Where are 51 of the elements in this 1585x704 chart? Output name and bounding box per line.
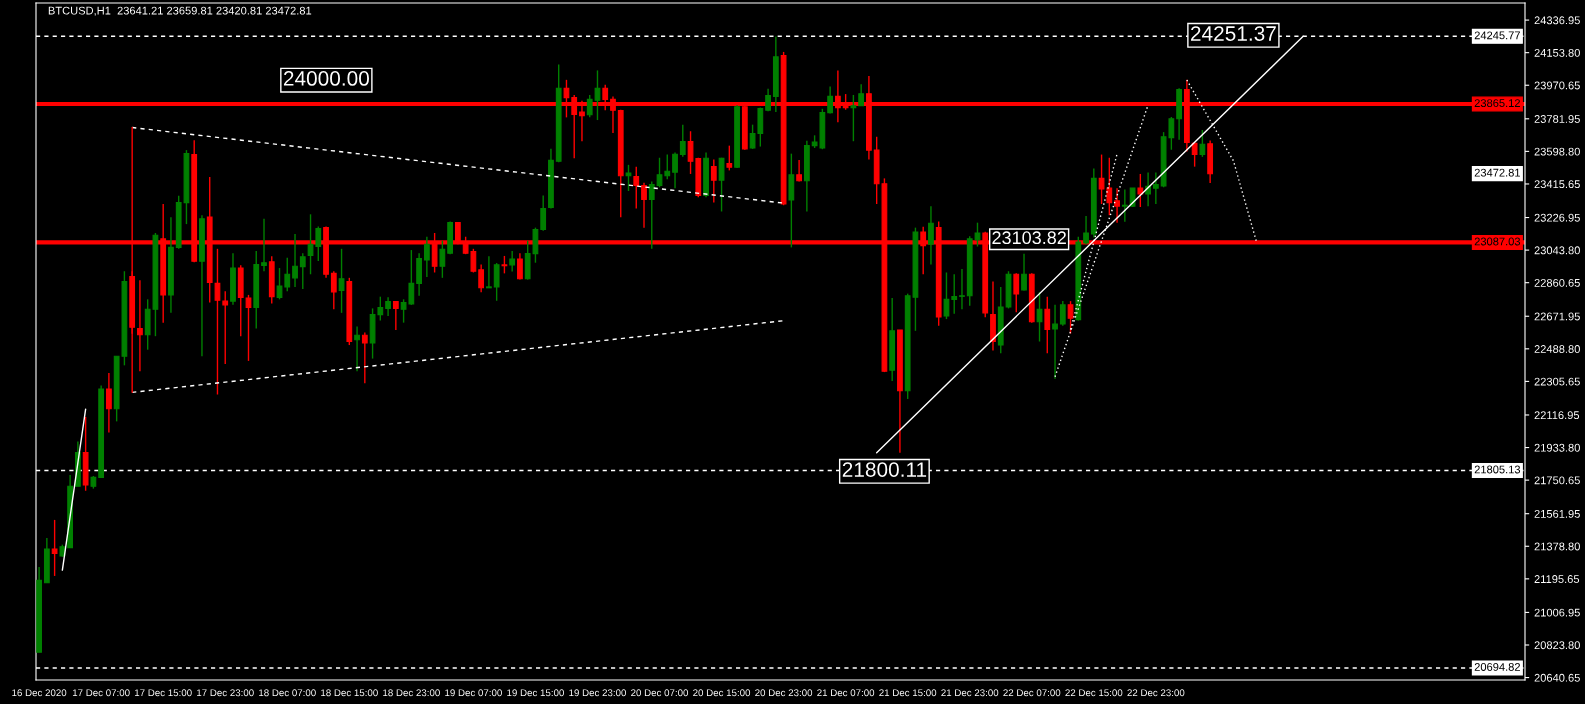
y-tick-label: 23043.80	[1534, 246, 1580, 255]
x-tick-label: 18 Dec 23:00	[383, 689, 440, 697]
y-tick-label: 21195.65	[1534, 575, 1580, 583]
ref-line-label: 20694.82	[1474, 663, 1520, 671]
x-tick-label: 21 Dec 07:00	[817, 689, 875, 697]
x-tick-label: 16 Dec 2020	[12, 689, 67, 697]
x-tick-label: 17 Dec 15:00	[135, 689, 192, 697]
annotation: 24000.00	[283, 71, 369, 86]
y-tick-label: 22305.65	[1534, 377, 1580, 386]
chart-title: BTCUSD,H1 23641.21 23659.81 23420.81 23472.81	[48, 6, 312, 16]
y-tick-label: 22488.80	[1534, 345, 1580, 353]
x-tick-label: 20 Dec 07:00	[631, 689, 689, 697]
x-tick-label: 20 Dec 23:00	[755, 689, 813, 697]
x-tick-label: 18 Dec 15:00	[321, 689, 378, 697]
x-tick-label: 18 Dec 07:00	[259, 689, 316, 697]
x-tick-label: 21 Dec 15:00	[879, 689, 937, 697]
x-tick-label: 19 Dec 15:00	[507, 689, 564, 697]
y-tick-label: 22860.65	[1534, 278, 1580, 287]
y-tick-label: 21933.80	[1534, 443, 1580, 452]
annotation: 24251.37	[1191, 26, 1276, 41]
y-tick-label: 21006.95	[1534, 608, 1580, 617]
y-tick-label: 20640.65	[1534, 673, 1580, 682]
ref-line-label: 24245.77	[1474, 31, 1520, 40]
x-tick-label: 22 Dec 23:00	[1127, 689, 1185, 697]
ref-line-label: 23087.03	[1474, 237, 1521, 246]
y-tick-label: 22116.95	[1534, 411, 1580, 420]
y-tick-label: 21561.95	[1534, 509, 1580, 518]
y-tick-label: 21378.80	[1534, 542, 1580, 551]
y-tick-label: 21750.65	[1534, 476, 1580, 485]
x-tick-label: 20 Dec 15:00	[693, 689, 751, 697]
annotation: 23472.81	[1474, 168, 1520, 177]
ref-line-label: 21805.13	[1474, 465, 1521, 474]
ref-line-label: 23865.12	[1474, 99, 1520, 107]
x-tick-label: 21 Dec 23:00	[941, 689, 999, 697]
y-tick-label: 23970.65	[1534, 81, 1580, 90]
annotation: 21800.11	[842, 462, 927, 477]
annotation: 23103.82	[992, 231, 1066, 245]
x-tick-label: 19 Dec 07:00	[445, 689, 502, 697]
x-tick-label: 17 Dec 23:00	[197, 689, 254, 697]
x-tick-label: 17 Dec 07:00	[72, 689, 130, 697]
y-tick-label: 24153.80	[1534, 48, 1580, 57]
x-tick-label: 22 Dec 07:00	[1003, 689, 1061, 697]
y-tick-label: 23226.95	[1534, 213, 1580, 222]
y-tick-label: 20823.80	[1534, 641, 1580, 650]
x-tick-label: 22 Dec 15:00	[1065, 689, 1123, 697]
x-tick-label: 19 Dec 23:00	[569, 689, 627, 697]
y-tick-label: 23415.65	[1534, 180, 1580, 189]
y-tick-label: 22671.95	[1534, 312, 1580, 321]
y-tick-label: 23598.80	[1534, 147, 1580, 156]
y-tick-label: 23781.95	[1534, 115, 1580, 123]
y-tick-label: 24336.95	[1534, 16, 1580, 25]
